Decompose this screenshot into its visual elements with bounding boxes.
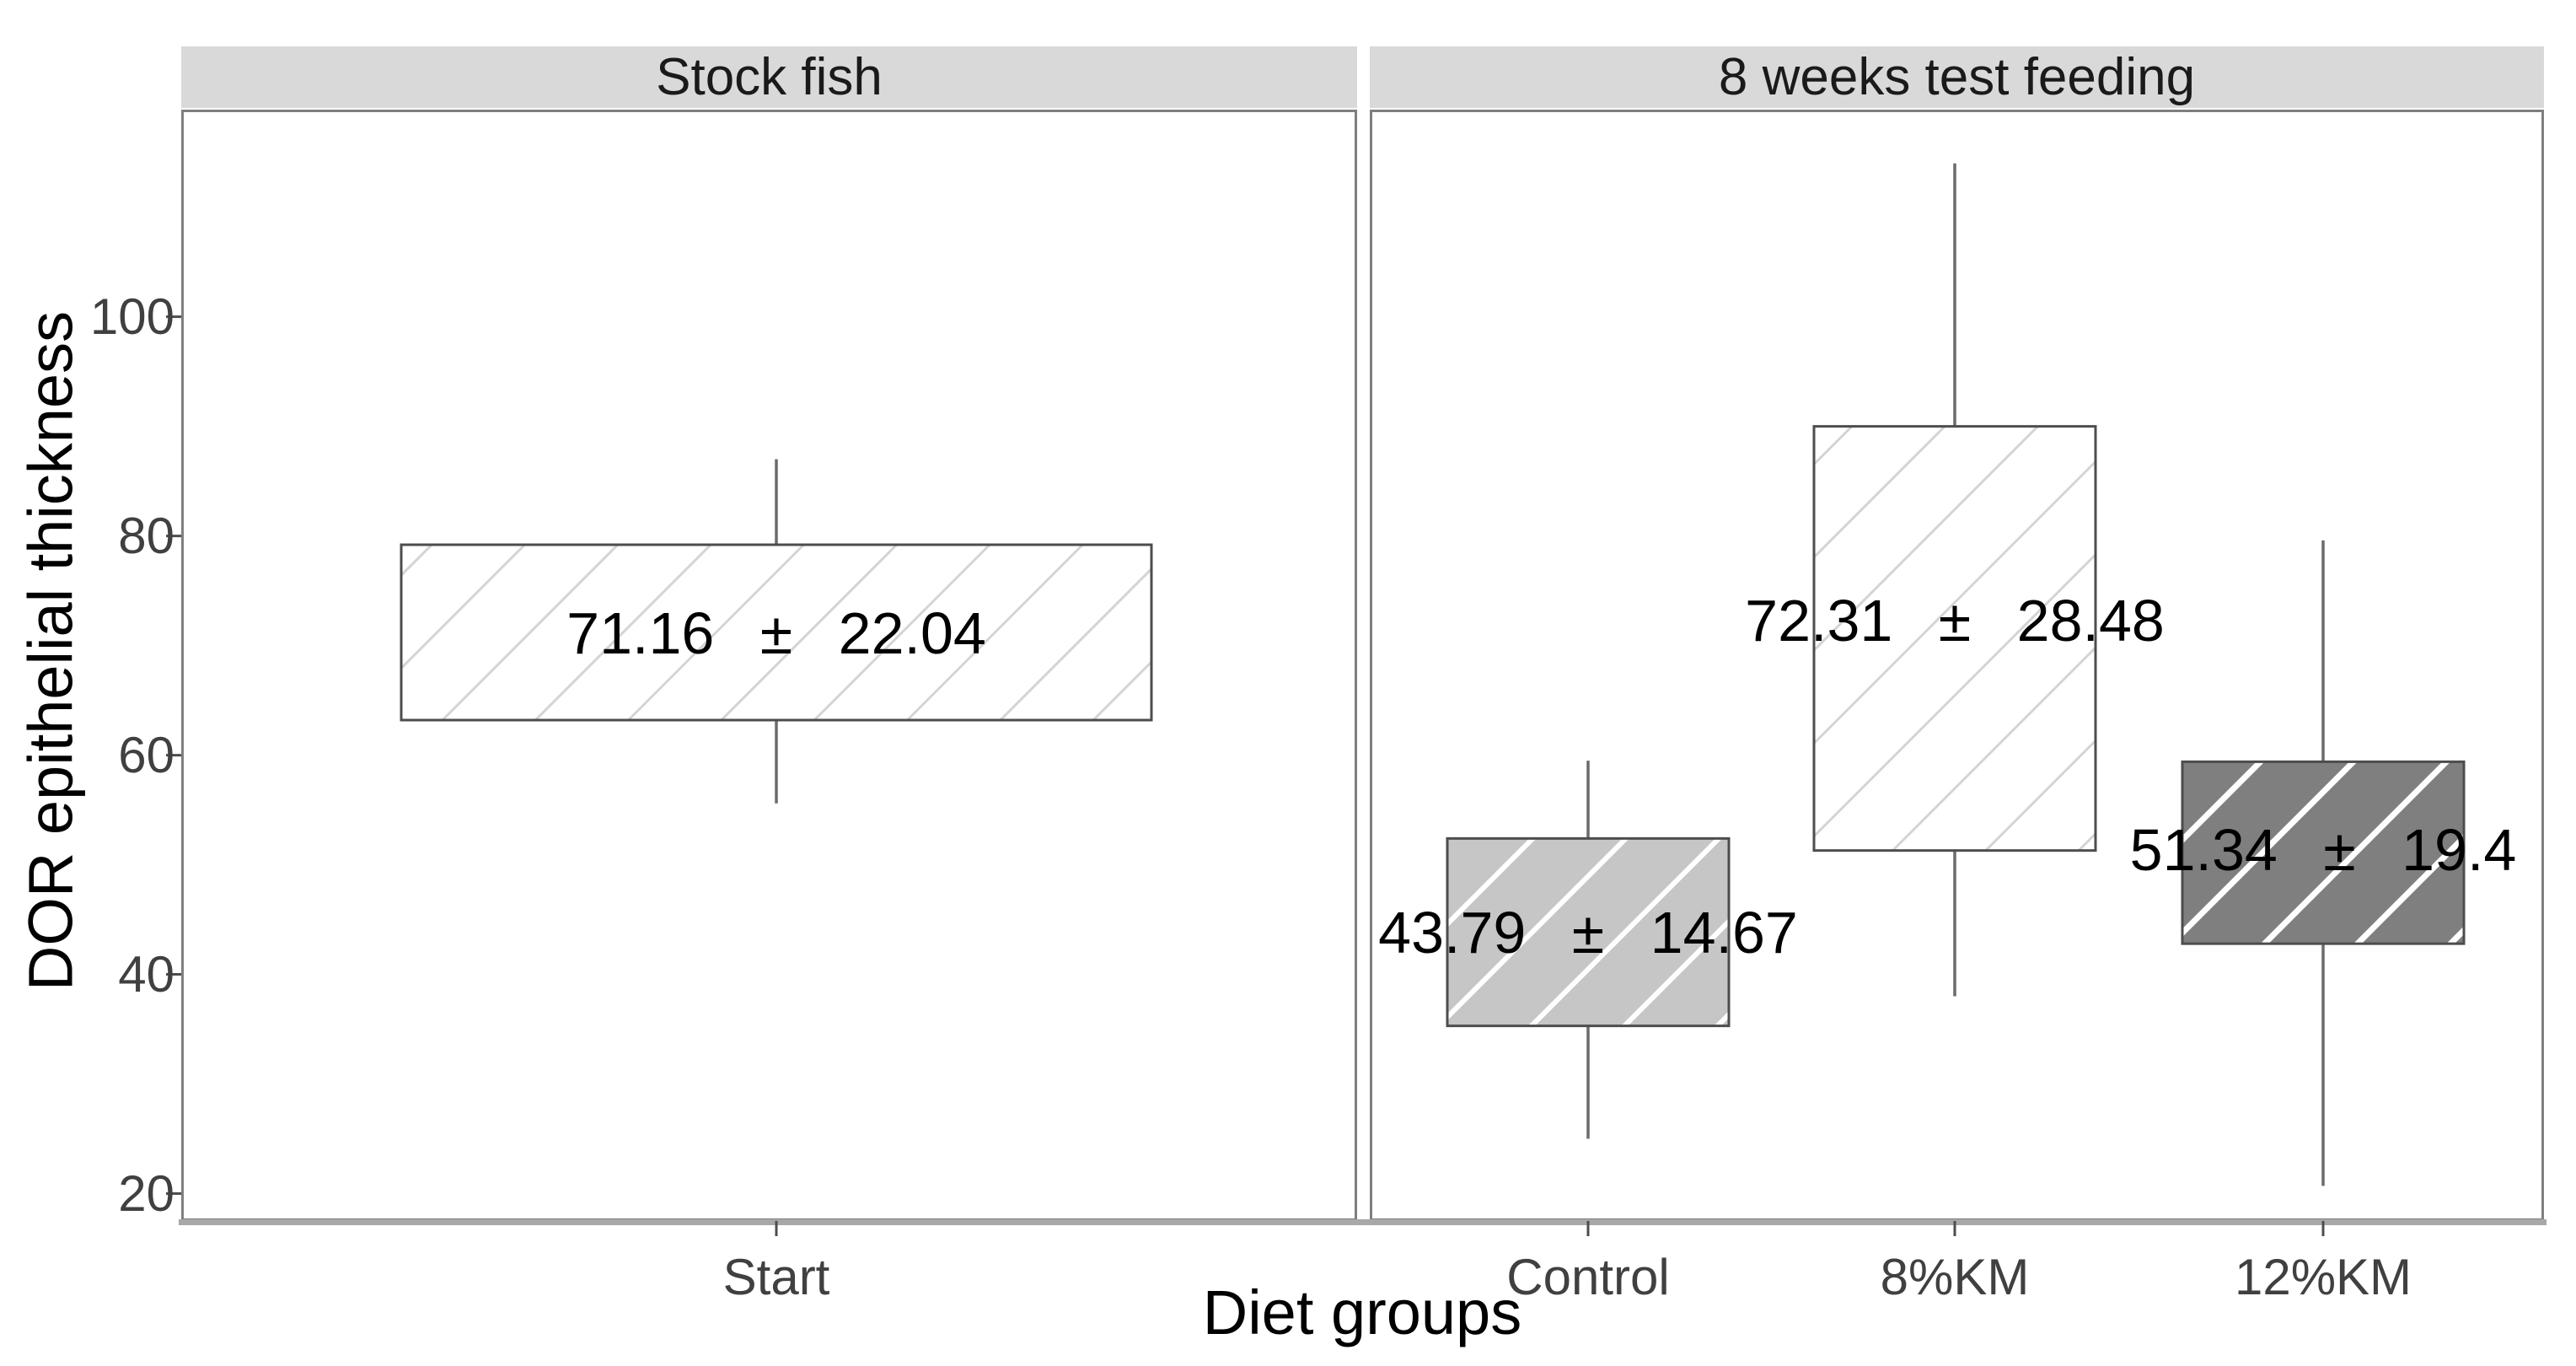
box-value-label: 43.79 ± 14.67 — [1378, 900, 1798, 966]
box-value-label: 71.16 ± 22.04 — [566, 600, 986, 666]
y-tick-label-40: 40 — [118, 946, 174, 1003]
x-tick-label-start: Start — [722, 1249, 830, 1305]
y-tick-label-100: 100 — [89, 288, 174, 346]
y-tick-label-80: 80 — [118, 508, 174, 565]
facet-strip-label: 8 weeks test feeding — [1718, 48, 2196, 106]
box-value-label: 72.31 ± 28.48 — [1745, 587, 2165, 653]
facet-strip-label: Stock fish — [656, 48, 883, 106]
y-tick-label-20: 20 — [118, 1165, 174, 1222]
x-axis-title: Diet groups — [1202, 1277, 1522, 1347]
x-tick-label-8km: 8%KM — [1880, 1249, 2030, 1305]
y-tick-label-60: 60 — [118, 727, 174, 784]
facet-strip-8-weeks: 8 weeks test feeding — [1370, 46, 2544, 108]
x-tick-label-control: Control — [1506, 1249, 1670, 1305]
y-axis-title: DOR epithelial thickness — [15, 310, 86, 992]
x-tick-label-12km: 12%KM — [2234, 1249, 2412, 1305]
facet-strip-stock-fish: Stock fish — [181, 46, 1357, 108]
box-value-label: 51.34 ± 19.4 — [2129, 817, 2517, 884]
